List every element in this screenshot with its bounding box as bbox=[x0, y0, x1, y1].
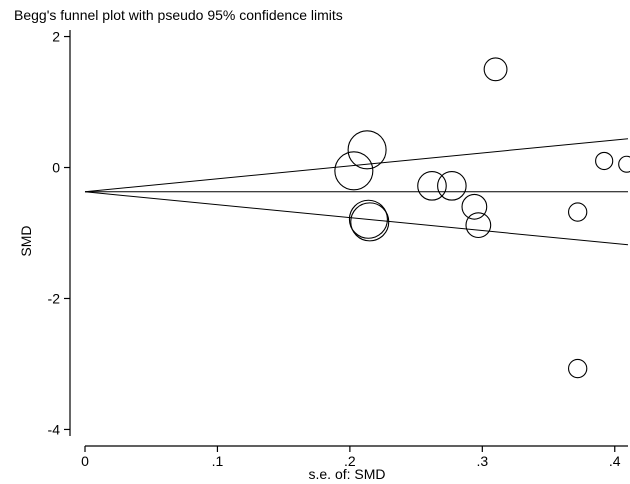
plot-area bbox=[84, 57, 630, 379]
study-point bbox=[348, 199, 388, 239]
y-axis-label: SMD bbox=[18, 225, 34, 256]
y-tick-label: -4 bbox=[48, 421, 61, 437]
study-point bbox=[334, 151, 374, 191]
chart-title: Begg's funnel plot with pseudo 95% confi… bbox=[14, 7, 343, 23]
y-tick-label: 2 bbox=[52, 29, 60, 45]
x-ticks: 0 .1 .2 .3 .4 bbox=[81, 446, 621, 469]
study-point bbox=[465, 212, 492, 239]
x-tick-label: 0 bbox=[81, 453, 89, 469]
study-point bbox=[437, 171, 467, 201]
study-point bbox=[350, 202, 390, 242]
lower-confidence-limit-line bbox=[84, 191, 629, 246]
x-axis-label: s.e. of: SMD bbox=[308, 466, 385, 482]
study-point bbox=[595, 151, 614, 171]
study-point bbox=[461, 193, 488, 220]
axes: 2 0 -2 -4 0 .1 .2 .3 .4 bbox=[48, 29, 628, 469]
x-tick-label: .1 bbox=[212, 453, 224, 469]
x-tick-label: .4 bbox=[609, 453, 621, 469]
study-point bbox=[568, 358, 588, 379]
study-point bbox=[347, 130, 387, 170]
study-point bbox=[618, 155, 630, 173]
y-tick-label: 0 bbox=[52, 160, 60, 176]
study-points bbox=[334, 57, 630, 379]
y-ticks: 2 0 -2 -4 bbox=[48, 29, 70, 437]
x-tick-label: .3 bbox=[476, 453, 488, 469]
y-tick-label: -2 bbox=[48, 290, 61, 306]
study-point bbox=[417, 171, 447, 201]
study-point bbox=[483, 57, 508, 82]
study-point bbox=[568, 202, 588, 222]
x-tick-label: .2 bbox=[344, 453, 356, 469]
